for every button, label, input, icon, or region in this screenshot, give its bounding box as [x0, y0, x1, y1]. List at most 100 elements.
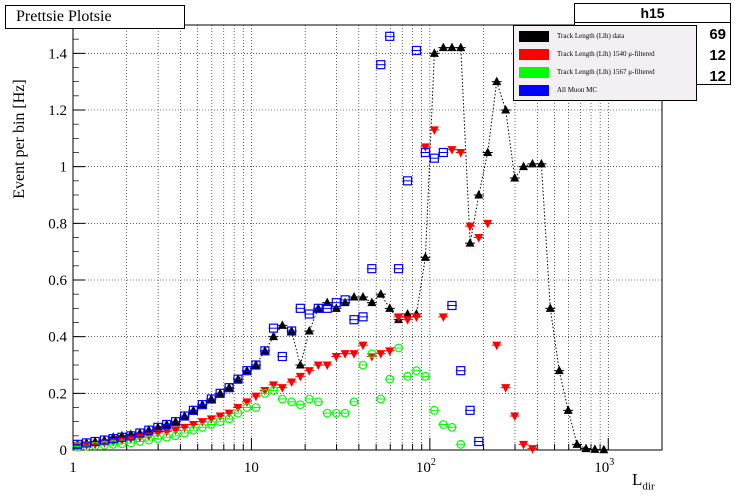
data-point	[349, 292, 359, 301]
data-point	[456, 366, 466, 376]
data-point	[162, 419, 172, 428]
data-point	[144, 435, 154, 445]
data-point	[72, 439, 83, 449]
data-point	[358, 312, 368, 322]
x-axis-title: Ldir	[632, 470, 655, 492]
data-point	[447, 146, 457, 155]
data-point	[197, 418, 207, 427]
data-point	[376, 289, 386, 298]
data-point	[251, 360, 261, 369]
data-point	[403, 309, 413, 318]
y-tick-label: 0.2	[48, 386, 67, 402]
data-point	[411, 313, 421, 322]
data-point	[162, 419, 172, 430]
data-point	[402, 176, 413, 186]
data-point	[233, 408, 243, 418]
data-point	[572, 439, 582, 448]
data-point	[162, 432, 172, 442]
data-point	[367, 264, 377, 274]
data-point	[492, 76, 502, 86]
data-point	[447, 300, 457, 311]
data-point	[394, 343, 403, 353]
data-point	[438, 42, 448, 52]
data-point	[260, 346, 270, 356]
data-point	[385, 374, 395, 384]
series-line	[77, 47, 604, 451]
data-point	[527, 158, 537, 168]
data-point	[224, 382, 234, 392]
data-point	[554, 365, 564, 375]
y-tick-label: 0.6	[48, 273, 67, 289]
data-point	[180, 428, 189, 438]
data-point	[197, 422, 207, 432]
data-point	[117, 432, 127, 442]
data-point	[233, 374, 243, 384]
data-point	[153, 434, 163, 444]
data-point	[206, 394, 216, 403]
data-point	[474, 436, 484, 447]
data-point	[153, 422, 163, 431]
data-point	[420, 147, 430, 158]
data-point	[438, 313, 448, 322]
data-point	[295, 360, 305, 369]
data-point	[108, 439, 118, 449]
data-point	[171, 416, 181, 426]
data-point	[313, 303, 323, 312]
data-point	[215, 388, 225, 397]
data-point	[527, 445, 537, 454]
data-point	[394, 313, 404, 322]
data-point	[331, 353, 341, 362]
legend-item: All Muon MC	[519, 84, 597, 96]
data-point	[260, 388, 270, 398]
y-tick-label: 0.4	[48, 330, 67, 346]
data-point	[483, 219, 493, 229]
data-point	[304, 326, 314, 335]
x-tick-exponent: 2	[431, 457, 436, 468]
data-point	[385, 303, 395, 312]
data-point	[385, 347, 395, 356]
data-point	[206, 415, 216, 424]
series-0	[72, 42, 609, 454]
data-point	[536, 158, 546, 168]
legend-label: Track Length (Llh) data	[557, 32, 625, 40]
data-point	[322, 408, 332, 418]
data-point	[429, 126, 439, 135]
data-point	[313, 361, 323, 370]
data-point	[599, 444, 609, 454]
x-tick-label: 1	[69, 460, 77, 476]
series-3	[72, 31, 484, 449]
y-tick-label: 0.8	[48, 216, 67, 232]
legend-item: Track Length (Llh) 1540 μ-filtered	[519, 48, 655, 60]
data-point	[260, 345, 270, 355]
data-point	[180, 423, 190, 433]
data-point	[269, 386, 278, 395]
data-point	[519, 440, 529, 450]
data-point	[412, 366, 421, 376]
data-point	[108, 434, 118, 444]
data-point	[100, 440, 109, 450]
data-point	[287, 326, 297, 336]
data-point	[465, 222, 475, 232]
data-point	[376, 350, 386, 359]
data-point	[411, 45, 422, 56]
data-point	[242, 403, 252, 412]
data-point	[188, 405, 199, 415]
data-point	[403, 316, 413, 325]
data-point	[429, 48, 439, 57]
stats-name: h15	[575, 4, 730, 23]
data-point	[242, 365, 252, 375]
data-point	[474, 234, 484, 243]
data-point	[447, 422, 457, 432]
data-point	[269, 331, 279, 341]
data-point	[144, 425, 154, 435]
data-point	[492, 341, 502, 351]
data-point	[135, 437, 145, 446]
data-point	[340, 297, 350, 307]
data-point	[367, 297, 377, 307]
data-point	[197, 400, 207, 410]
legend-swatch	[519, 48, 549, 60]
legend-swatch	[519, 66, 549, 78]
data-point	[358, 292, 368, 301]
legend-label: All Muon MC	[557, 86, 598, 94]
